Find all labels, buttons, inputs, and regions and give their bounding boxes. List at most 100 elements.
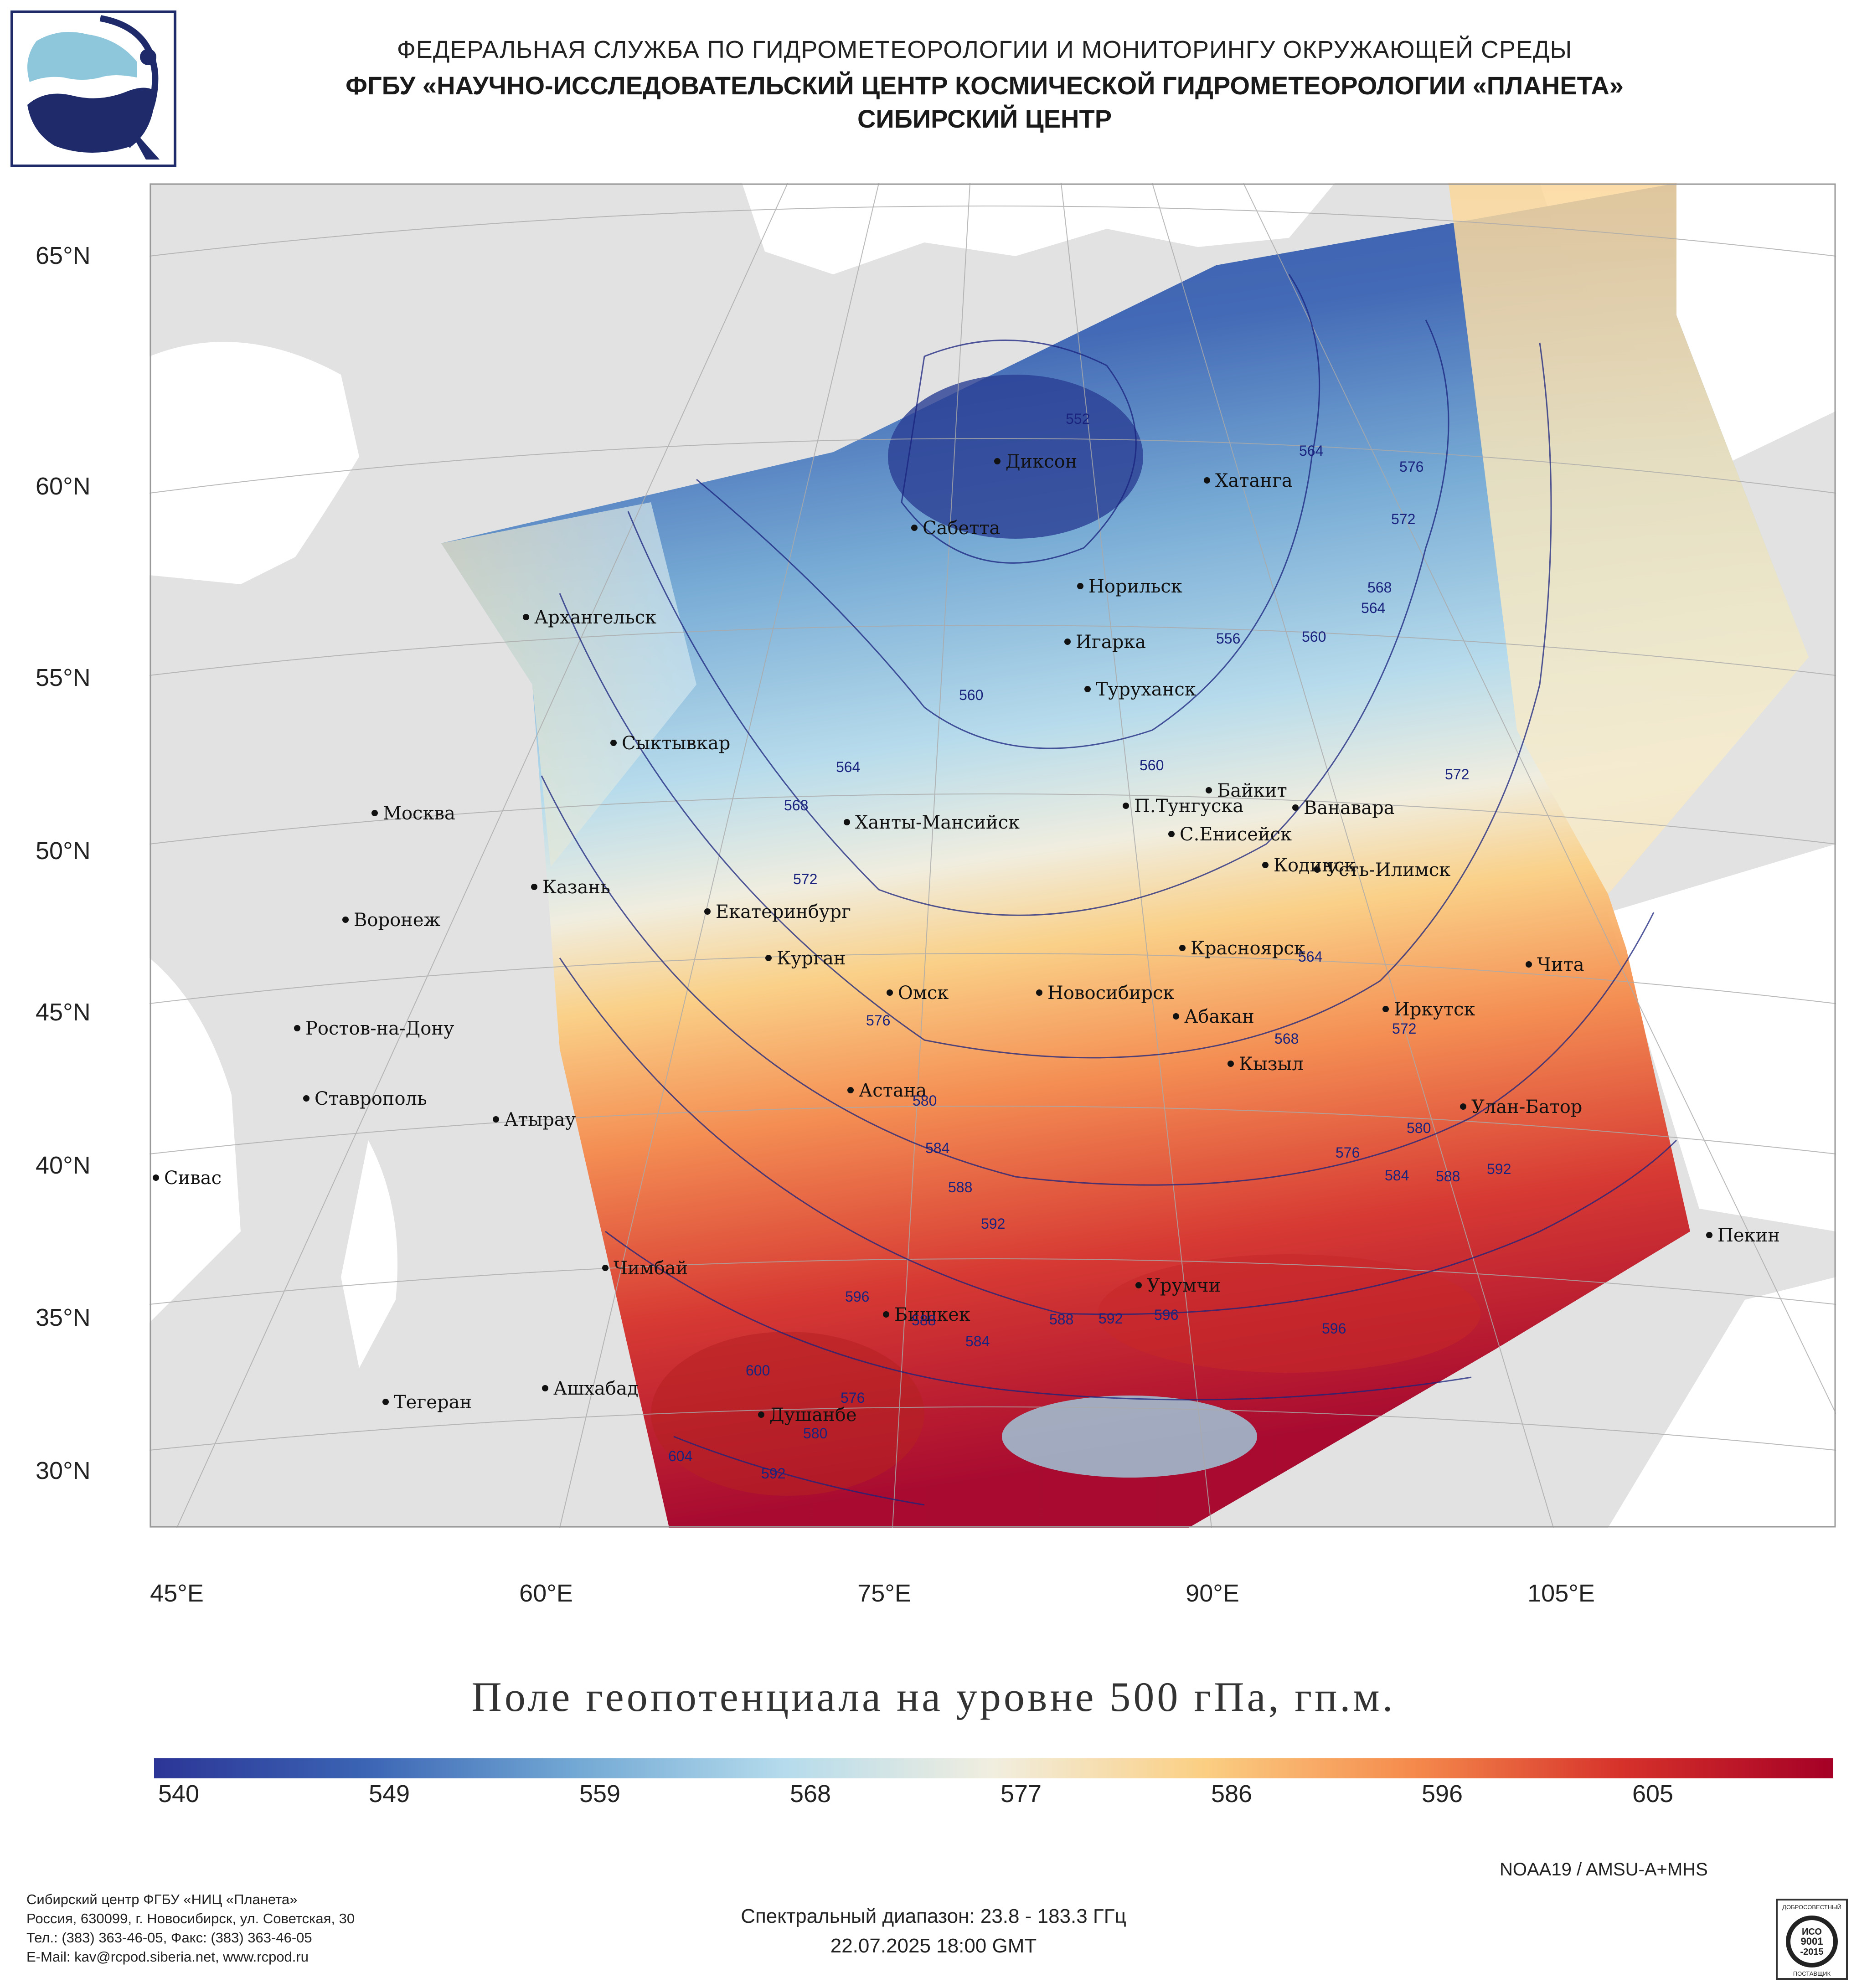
city-dot	[531, 884, 537, 890]
city-dot	[1314, 866, 1320, 873]
colorbar-tick-605: 605	[1632, 1780, 1674, 1808]
isoline-label: 592	[981, 1215, 1005, 1232]
colorbar-gradient	[154, 1758, 1833, 1778]
city-dot	[1526, 961, 1532, 968]
colorbar	[154, 1758, 1833, 1778]
city-label: Воронеж	[354, 910, 440, 931]
colorbar-tick-549: 549	[368, 1780, 410, 1808]
isoline-label: 564	[1299, 443, 1323, 459]
city-label: Усть-Илимск	[1325, 860, 1450, 881]
city-marker: Урумчи	[1135, 1275, 1221, 1296]
isoline-label: 576	[1399, 458, 1423, 475]
city-label: Улан-Батор	[1471, 1097, 1582, 1118]
isoline-label: 580	[1407, 1120, 1431, 1136]
isoline-label: 588	[948, 1179, 972, 1195]
city-dot	[294, 1025, 300, 1031]
city-marker: Ханты-Мансийск	[844, 812, 1020, 833]
header-center: СИБИРСКИЙ ЦЕНТР	[857, 104, 1112, 133]
city-dot	[994, 458, 1001, 464]
city-dot	[342, 917, 349, 923]
city-dot	[1382, 1006, 1389, 1012]
city-marker: Улан-Батор	[1460, 1097, 1582, 1118]
isoline-label: 564	[836, 759, 860, 775]
isoline-label: 572	[1445, 766, 1469, 783]
footer-email: E-Mail: kav@rcpod.siberia.net, www.rcpod…	[26, 1949, 309, 1965]
city-label: Хатанга	[1215, 470, 1293, 491]
isoline-label: 572	[793, 871, 817, 887]
city-dot	[911, 525, 918, 531]
iso-badge-l3: -2015	[1800, 1947, 1823, 1957]
isoline-label: 596	[1154, 1307, 1178, 1323]
city-label: Екатеринбург	[716, 901, 851, 922]
city-marker: Тегеран	[382, 1392, 472, 1413]
west-field	[441, 502, 696, 867]
colorbar-tick-540: 540	[158, 1780, 200, 1808]
isoline-label: 560	[1140, 757, 1164, 773]
arctic-ocean	[742, 183, 1335, 274]
isoline-label: 552	[1066, 411, 1090, 427]
city-label: Душанбе	[769, 1405, 857, 1426]
map-frame	[150, 183, 1836, 1528]
isoline-label: 600	[746, 1362, 770, 1379]
city-dot	[1084, 686, 1091, 692]
iso-9001-badge: ДОБРОСОВЕСТНЫЙ ИСО 9001 -2015 ПОСТАВЩИК	[1776, 1899, 1848, 1980]
colorbar-tick-577: 577	[1000, 1780, 1042, 1808]
city-label: Атырау	[504, 1109, 576, 1130]
hot-core-pamir	[651, 1332, 924, 1496]
city-dot	[844, 819, 850, 825]
isoline-label: 572	[1392, 1020, 1416, 1037]
colorbar-tick-559: 559	[579, 1780, 621, 1808]
city-label: Бишкек	[894, 1304, 970, 1325]
colorbar-tick-596: 596	[1421, 1780, 1463, 1808]
city-marker: Омск	[887, 983, 949, 1004]
city-dot	[1262, 862, 1269, 868]
city-label: Казань	[542, 877, 610, 898]
footer-phone: Тел.: (383) 363-46-05, Факс: (383) 363-4…	[26, 1930, 312, 1946]
city-dot	[610, 740, 617, 746]
city-dot	[1036, 989, 1042, 996]
city-marker: Курган	[765, 948, 846, 969]
isoline-label: 568	[784, 797, 808, 814]
isoline-label: 556	[1216, 630, 1240, 647]
city-label: Сивас	[164, 1168, 222, 1189]
lat-label-30: 30°N	[36, 1457, 91, 1484]
iso-badge-top: ДОБРОСОВЕСТНЫЙ	[1782, 1904, 1841, 1911]
lat-label-65: 65°N	[36, 242, 91, 269]
colorbar-tick-568: 568	[789, 1780, 831, 1808]
city-label: Туруханск	[1096, 679, 1196, 700]
city-dot	[1706, 1232, 1712, 1238]
city-dot	[153, 1174, 159, 1181]
city-dot	[883, 1311, 889, 1318]
lon-label-90: 90°E	[1186, 1580, 1239, 1607]
city-dot	[1064, 639, 1071, 645]
lon-label-45: 45°E	[150, 1580, 204, 1607]
city-label: П.Тунгуска	[1134, 796, 1243, 817]
city-label: Ашхабад	[553, 1378, 638, 1399]
arctic-land	[150, 183, 1540, 511]
city-label: Игарка	[1076, 632, 1146, 653]
city-label: Кызыл	[1239, 1054, 1304, 1075]
city-marker: Иркутск	[1382, 999, 1475, 1020]
city-label: Ростов-на-Дону	[305, 1018, 454, 1039]
footer-address: Россия, 630099, г. Новосибирск, ул. Сове…	[26, 1911, 355, 1926]
city-label: Ханты-Мансийск	[855, 812, 1020, 833]
city-label: Ванавара	[1304, 798, 1395, 819]
city-marker: Абакан	[1173, 1006, 1254, 1027]
city-marker: Ростов-на-Дону	[294, 1018, 454, 1039]
city-marker: Ванавара	[1292, 798, 1395, 819]
city-dot	[1123, 803, 1129, 809]
isoline-label: 560	[959, 687, 983, 703]
city-dot	[523, 614, 529, 620]
isoline-label: 564	[1298, 948, 1322, 965]
city-marker: Москва	[371, 803, 455, 824]
lat-label-45: 45°N	[36, 999, 91, 1026]
geopotential-field	[441, 183, 1809, 1528]
isoline-label: 572	[1391, 511, 1415, 527]
city-dot	[765, 955, 772, 961]
city-marker: Хатанга	[1204, 470, 1293, 491]
city-dot	[493, 1116, 499, 1123]
city-label: Норильск	[1088, 576, 1182, 597]
city-marker: Игарка	[1064, 632, 1146, 653]
isoline-label: 576	[866, 1012, 890, 1029]
